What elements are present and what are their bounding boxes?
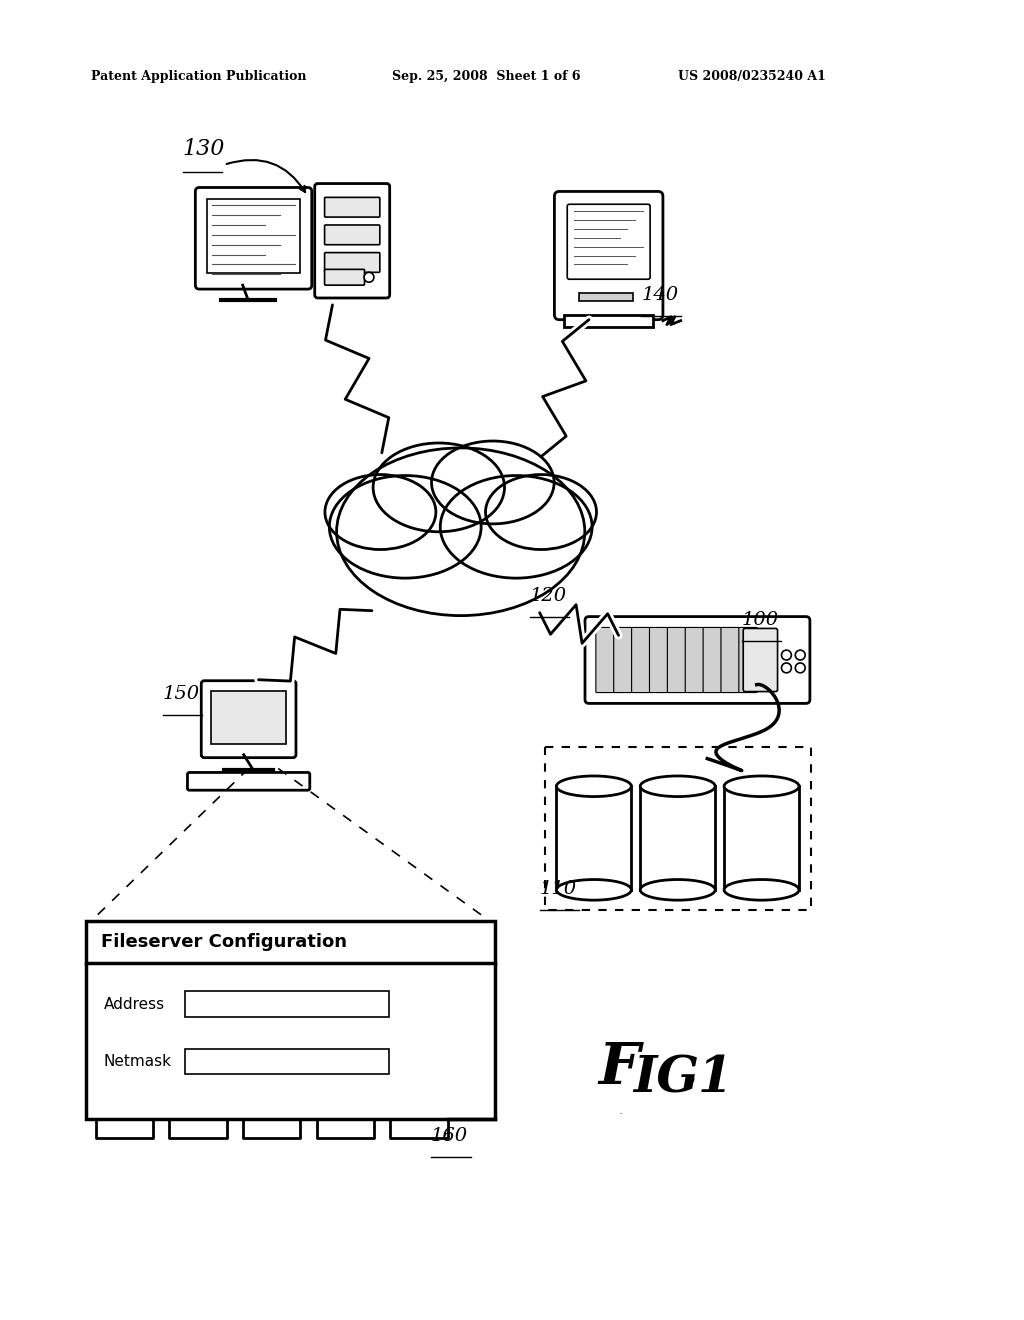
- Text: F: F: [599, 1040, 640, 1097]
- Text: 120: 120: [529, 587, 567, 605]
- Ellipse shape: [556, 776, 632, 796]
- Ellipse shape: [330, 475, 481, 578]
- FancyBboxPatch shape: [564, 314, 653, 326]
- FancyBboxPatch shape: [580, 293, 633, 301]
- Ellipse shape: [640, 879, 715, 900]
- Ellipse shape: [325, 475, 436, 549]
- Circle shape: [781, 651, 792, 660]
- FancyBboxPatch shape: [196, 187, 311, 289]
- FancyBboxPatch shape: [668, 627, 686, 693]
- Ellipse shape: [485, 475, 596, 549]
- Text: $\mathit{Fig}$: $\mathit{Fig}$: [618, 1110, 623, 1115]
- FancyBboxPatch shape: [596, 627, 614, 693]
- FancyBboxPatch shape: [632, 627, 650, 693]
- Text: 1: 1: [697, 1055, 732, 1104]
- Ellipse shape: [640, 776, 715, 796]
- Text: Sep. 25, 2008  Sheet 1 of 6: Sep. 25, 2008 Sheet 1 of 6: [391, 70, 581, 83]
- Text: 100: 100: [741, 611, 779, 630]
- Bar: [724, 787, 799, 890]
- Text: Patent Application Publication: Patent Application Publication: [91, 70, 306, 83]
- Ellipse shape: [724, 879, 799, 900]
- Ellipse shape: [337, 447, 585, 615]
- FancyBboxPatch shape: [649, 627, 668, 693]
- Circle shape: [365, 272, 374, 282]
- Bar: [556, 787, 632, 890]
- Text: 150: 150: [163, 685, 200, 704]
- Ellipse shape: [431, 441, 554, 524]
- Text: Address: Address: [103, 997, 165, 1011]
- FancyBboxPatch shape: [554, 191, 663, 319]
- Bar: [207, 199, 300, 273]
- Text: 130: 130: [182, 139, 225, 160]
- Circle shape: [781, 663, 792, 673]
- Ellipse shape: [440, 475, 592, 578]
- Bar: [545, 747, 811, 909]
- FancyBboxPatch shape: [325, 252, 380, 272]
- FancyBboxPatch shape: [325, 269, 365, 285]
- Text: US 2008/0235240 A1: US 2008/0235240 A1: [678, 70, 825, 83]
- FancyBboxPatch shape: [184, 1048, 389, 1074]
- FancyBboxPatch shape: [325, 224, 380, 244]
- Circle shape: [796, 651, 805, 660]
- Text: .: .: [681, 1047, 698, 1096]
- FancyBboxPatch shape: [721, 627, 739, 693]
- FancyBboxPatch shape: [202, 681, 296, 758]
- Text: 140: 140: [641, 286, 678, 304]
- Circle shape: [796, 663, 805, 673]
- Text: IG: IG: [633, 1055, 699, 1104]
- FancyBboxPatch shape: [613, 627, 632, 693]
- FancyBboxPatch shape: [211, 690, 286, 744]
- FancyBboxPatch shape: [314, 183, 390, 298]
- Ellipse shape: [373, 444, 505, 532]
- Ellipse shape: [556, 879, 632, 900]
- FancyBboxPatch shape: [739, 627, 757, 693]
- FancyBboxPatch shape: [685, 627, 703, 693]
- FancyBboxPatch shape: [325, 198, 380, 216]
- FancyBboxPatch shape: [187, 772, 310, 791]
- Text: Netmask: Netmask: [103, 1053, 172, 1069]
- FancyBboxPatch shape: [567, 205, 650, 280]
- Ellipse shape: [724, 776, 799, 796]
- Text: 160: 160: [431, 1127, 468, 1146]
- FancyBboxPatch shape: [184, 991, 389, 1018]
- Bar: [640, 787, 715, 890]
- Text: 110: 110: [540, 880, 577, 898]
- FancyBboxPatch shape: [703, 627, 722, 693]
- FancyBboxPatch shape: [743, 628, 777, 692]
- FancyBboxPatch shape: [585, 616, 810, 704]
- Text: Fileserver Configuration: Fileserver Configuration: [100, 933, 347, 952]
- FancyBboxPatch shape: [86, 921, 496, 1118]
